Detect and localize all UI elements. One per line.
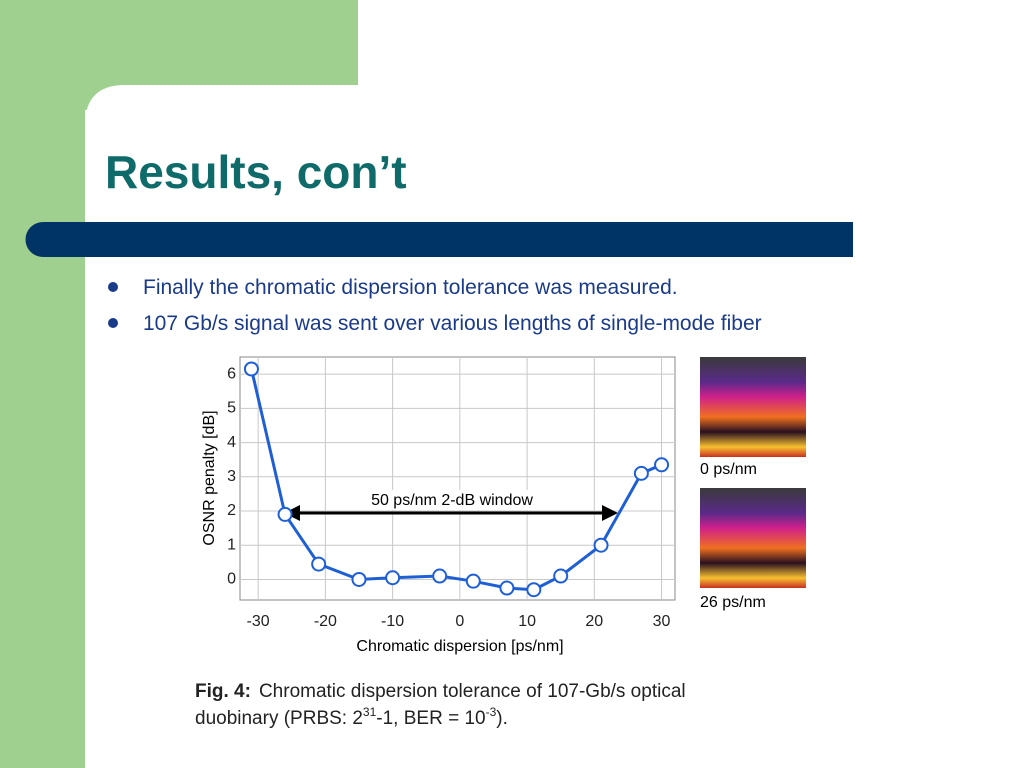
x-tick-label: -20 [314, 613, 337, 630]
caption-text: Chromatic dispersion tolerance of 107-Gb… [259, 681, 686, 702]
caption-text: ). [496, 708, 508, 729]
data-point [351, 571, 367, 587]
data-point [277, 506, 293, 522]
y-tick-label: 1 [227, 536, 236, 553]
caption-sup: -3 [486, 705, 497, 719]
x-axis-label: Chromatic dispersion [ps/nm] [356, 638, 563, 655]
bullet-dot [108, 282, 118, 292]
title-rule [25, 222, 853, 257]
x-tick-label: -10 [381, 613, 404, 630]
x-tick-label: -30 [247, 613, 270, 630]
data-point [432, 568, 448, 584]
eye-label: 0 ps/nm [700, 461, 757, 478]
green-bar [0, 0, 85, 768]
chart: OSNR penalty [dB] Chromatic dispersion [… [201, 356, 676, 655]
y-tick-label: 6 [227, 365, 236, 382]
data-point [311, 556, 327, 572]
data-point [243, 361, 259, 377]
data-point [654, 457, 670, 473]
caption-sup: 31 [363, 705, 377, 719]
y-tick-label: 4 [227, 434, 236, 451]
slide-title: Results, con’t [105, 146, 407, 198]
caption: duobinary (PRBS: 231-1, BER = 10-3). [195, 705, 508, 729]
annotation-bg [345, 490, 560, 510]
data-point [526, 582, 542, 598]
data-point [593, 537, 609, 553]
data-point [465, 573, 481, 589]
y-axis-label: OSNR penalty [dB] [201, 410, 218, 545]
caption-text: -1, BER = 10 [376, 708, 485, 729]
caption-text: duobinary (PRBS: 2 [195, 708, 363, 729]
annotation: 50 ps/nm 2-dB window [371, 492, 533, 509]
bullet-dot [108, 318, 118, 328]
data-point [553, 568, 569, 584]
x-tick-label: 10 [518, 613, 536, 630]
arrow-head [602, 505, 618, 521]
data-point [633, 465, 649, 481]
eye-diagram [700, 488, 806, 588]
y-tick-label: 3 [227, 468, 236, 485]
x-tick-label: 30 [653, 613, 671, 630]
data-point [385, 570, 401, 586]
plot-area [239, 356, 676, 601]
y-tick-label: 2 [227, 502, 236, 519]
bullet-text: Finally the chromatic dispersion toleran… [143, 276, 678, 299]
eye-label: 26 ps/nm [700, 594, 766, 611]
data-point [499, 580, 515, 596]
x-tick-label: 20 [585, 613, 603, 630]
x-tick-label: 0 [455, 613, 464, 630]
y-tick-label: 0 [227, 571, 236, 588]
y-tick-label: 5 [227, 400, 236, 417]
caption: Fig. 4: Chromatic dispersion tolerance of… [195, 681, 686, 702]
eye-diagram [700, 357, 806, 457]
bullet-text: 107 Gb/s signal was sent over various le… [143, 312, 762, 335]
caption-label: Fig. 4: [195, 681, 251, 702]
